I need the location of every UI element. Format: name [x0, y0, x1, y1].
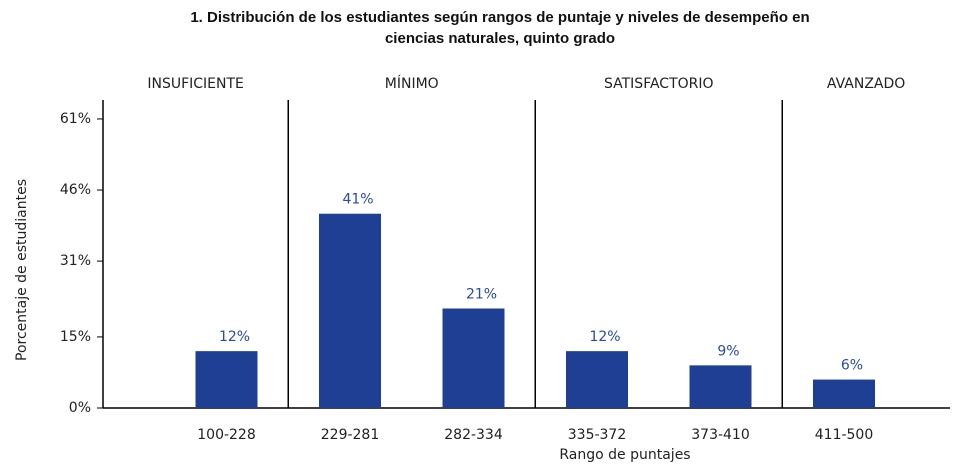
chart-title: 1. Distribución de los estudiantes según…	[190, 9, 809, 26]
y-tick-label: 61%	[60, 111, 91, 127]
y-tick-label: 46%	[60, 182, 91, 198]
y-tick-label: 0%	[69, 400, 91, 416]
value-label: 41%	[342, 192, 373, 208]
chart-title: ciencias naturales, quinto grado	[385, 30, 615, 47]
x-tick-label: 373-410	[691, 427, 750, 443]
bar	[566, 351, 628, 408]
bar	[813, 379, 875, 408]
x-tick-label: 282-334	[444, 427, 503, 443]
value-label: 9%	[717, 343, 739, 359]
level-label: AVANZADO	[827, 76, 905, 92]
value-label: 21%	[466, 286, 497, 302]
y-tick-label: 15%	[60, 329, 91, 345]
y-tick-label: 31%	[60, 253, 91, 269]
bar	[195, 351, 258, 408]
level-label: SATISFACTORIO	[604, 76, 714, 92]
value-label: 12%	[219, 329, 250, 345]
bar	[689, 365, 752, 408]
y-axis-label: Porcentaje de estudiantes	[14, 179, 30, 361]
x-tick-label: 229-281	[321, 427, 380, 443]
level-label: MÍNIMO	[385, 75, 439, 92]
x-tick-label: 411-500	[815, 427, 874, 443]
x-tick-label: 100-228	[197, 427, 256, 443]
value-label: 12%	[589, 329, 620, 345]
value-label: 6%	[841, 358, 863, 374]
bar	[319, 213, 381, 408]
level-label: INSUFICIENTE	[147, 76, 244, 92]
x-axis-label: Rango de puntajes	[559, 447, 690, 463]
x-tick-label: 335-372	[568, 427, 627, 443]
bar	[442, 308, 505, 408]
